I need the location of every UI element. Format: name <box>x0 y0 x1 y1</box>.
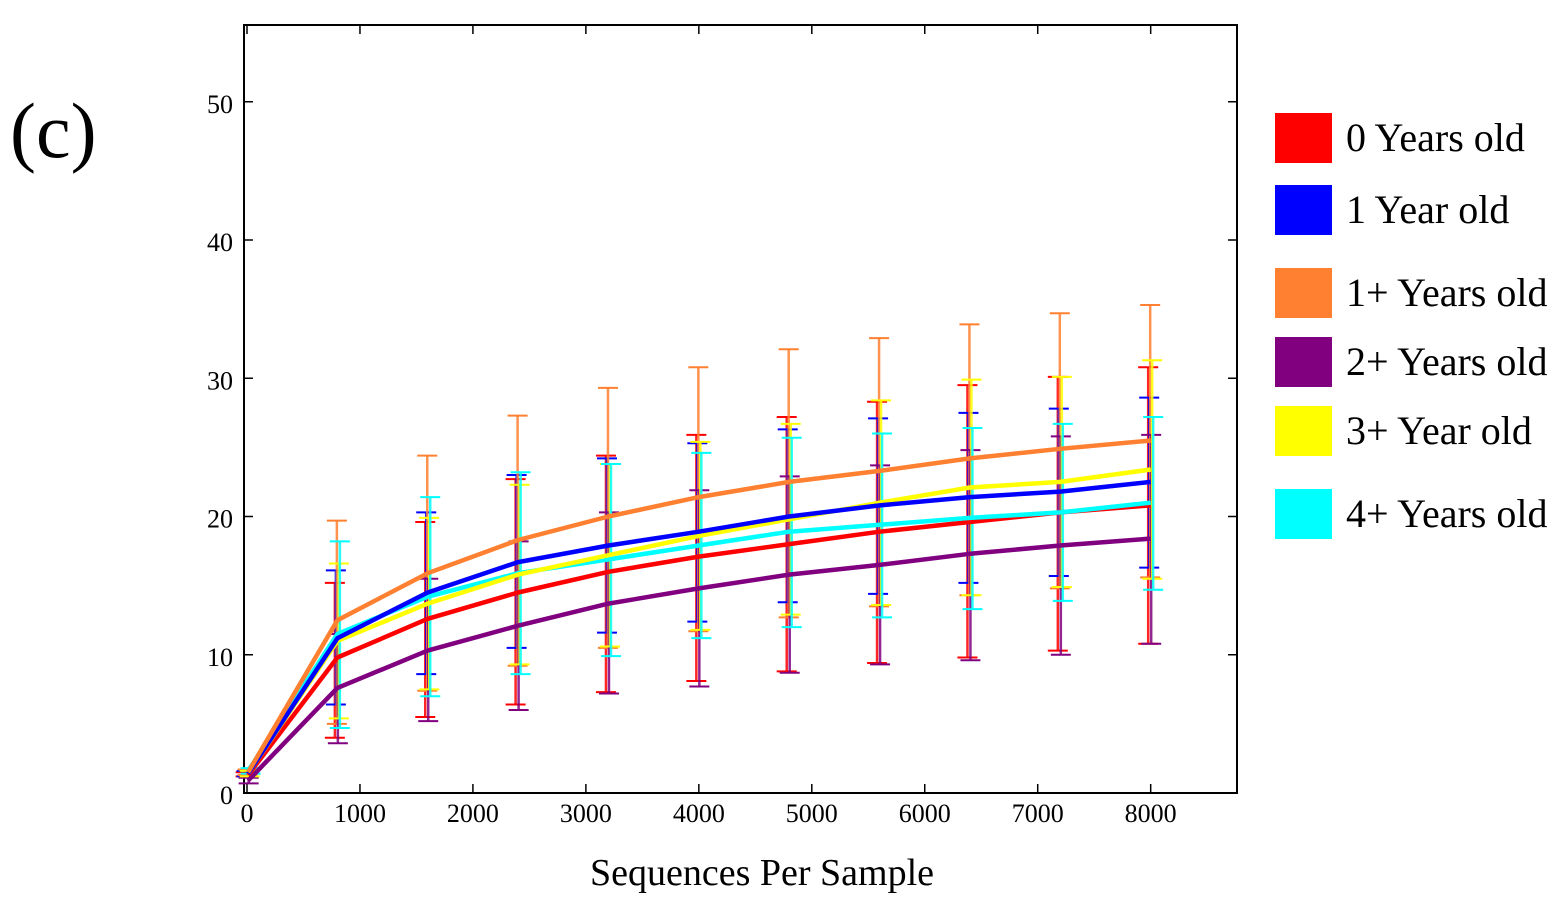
panel-label: (c) <box>10 87 97 174</box>
x-tick-label: 1000 <box>334 799 386 828</box>
x-tick-label: 6000 <box>899 799 951 828</box>
legend-item: 1+ Years old <box>1275 267 1547 319</box>
x-tick-label: 2000 <box>447 799 499 828</box>
y-tick-label: 50 <box>207 90 233 119</box>
x-tick-label: 7000 <box>1012 799 1064 828</box>
series-line <box>246 479 1151 775</box>
series-line <box>246 438 1151 774</box>
legend-item: 0 Years old <box>1275 112 1525 164</box>
x-tick-label: 4000 <box>673 799 725 828</box>
plot-frame <box>243 24 1238 794</box>
legend-label: 0 Years old <box>1346 115 1525 160</box>
y-tick-label: 30 <box>207 366 233 395</box>
legend-swatch <box>1275 406 1332 456</box>
legend-swatch <box>1275 185 1332 235</box>
x-axis-title: Sequences Per Sample <box>590 852 934 894</box>
series-line <box>246 536 1151 783</box>
legend-swatch <box>1275 489 1332 539</box>
y-tick-label: 0 <box>220 781 233 810</box>
legend-swatch <box>1275 268 1332 318</box>
series-line <box>246 503 1151 777</box>
x-tick-label: 3000 <box>560 799 612 828</box>
x-tick-label: 5000 <box>786 799 838 828</box>
legend-item: 4+ Years old <box>1275 488 1547 540</box>
legend-swatch <box>1275 113 1332 163</box>
y-tick-label: 40 <box>207 228 233 257</box>
legend-item: 1 Year old <box>1275 184 1509 236</box>
legend-label: 3+ Year old <box>1346 408 1532 453</box>
series-line <box>246 467 1152 775</box>
legend-label: 2+ Years old <box>1346 339 1548 384</box>
legend-label: 1 Year old <box>1346 187 1510 232</box>
y-tick-label: 20 <box>207 505 233 534</box>
x-tick-label: 8000 <box>1125 799 1177 828</box>
legend-label: 1+ Years old <box>1346 270 1548 315</box>
legend-item: 2+ Years old <box>1275 336 1547 388</box>
legend-swatch <box>1275 337 1332 387</box>
y-tick-label: 10 <box>207 643 233 672</box>
legend-item: 3+ Year old <box>1275 405 1532 457</box>
legend-label: 4+ Years old <box>1346 491 1548 536</box>
x-tick-label: 0 <box>241 799 254 828</box>
